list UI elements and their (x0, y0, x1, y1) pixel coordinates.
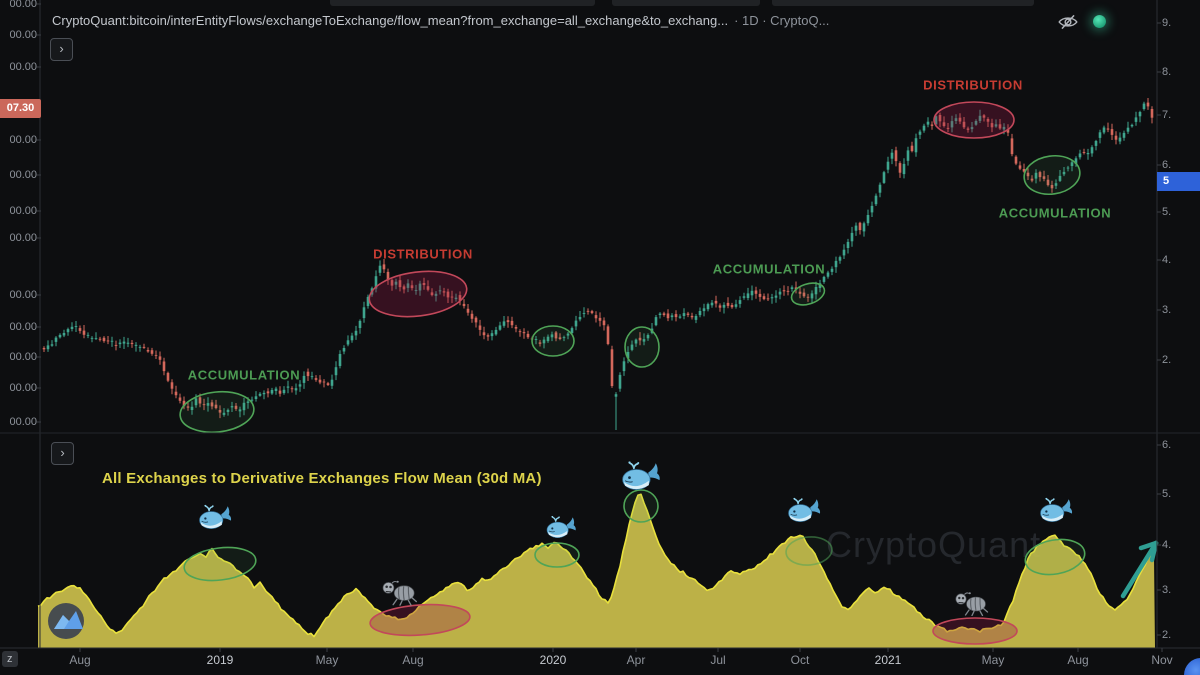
x-axis-label: Apr (626, 653, 646, 667)
y-axis-label-left: 00.00 (9, 169, 37, 181)
annotation-ellipse-green (183, 546, 257, 582)
sub-panel-title: All Exchanges to Derivative Exchanges Fl… (102, 470, 542, 487)
y-axis-label-right: 2. (1162, 354, 1172, 366)
flow-area-series (37, 493, 1155, 648)
x-axis-label: Aug (1067, 653, 1089, 667)
annotation-ellipse-green (1024, 538, 1086, 576)
top-edge-strip (772, 0, 1034, 6)
current-price-tag-left: 07.30 (0, 99, 41, 118)
annotation-ellipse-green (179, 390, 255, 434)
y-axis-label-left: 00.00 (9, 0, 37, 10)
x-axis-label: 2019 (206, 653, 234, 667)
whale-icon (546, 515, 577, 539)
y-axis-label-left: 00.00 (9, 321, 37, 333)
annotation-ellipse-green (623, 489, 659, 523)
annotation-ellipse-green (534, 542, 580, 568)
annotation-ellipse-green (1023, 154, 1081, 196)
candlestick-series (42, 98, 1154, 430)
cryptoquant-watermark: CryptoQuant (826, 524, 1042, 565)
annotation-ellipse-red (369, 603, 471, 637)
eye-hidden-icon[interactable] (1057, 11, 1079, 33)
top-edge-strip (330, 0, 595, 6)
annotation-ellipse-green (790, 282, 826, 306)
cryptoquant-logo-partial (1184, 658, 1200, 675)
y-axis-label-left: 00.00 (9, 232, 37, 244)
y-axis-label-left: 00.00 (9, 205, 37, 217)
whale-icon (1040, 497, 1073, 523)
annotation-ellipses (179, 101, 1086, 645)
series-meta: · 1D · CryptoQ... (734, 13, 830, 28)
distribution-label: DISTRIBUTION (373, 246, 473, 262)
y-axis-label-right: 4. (1162, 254, 1172, 266)
annotation-ellipse-red (368, 270, 468, 318)
timezone-badge[interactable]: z (2, 651, 18, 667)
series-title-text: CryptoQuant:bitcoin/interEntityFlows/exc… (52, 13, 729, 28)
y-axis-label-right: 7. (1162, 109, 1172, 121)
y-axis-label-left: 00.00 (9, 289, 37, 301)
annotation-ellipse-red (932, 617, 1018, 645)
y-axis-label-right: 5. (1162, 206, 1172, 218)
y-axis-label-left: 00.00 (9, 61, 37, 73)
accumulation-label: ACCUMULATION (998, 205, 1112, 221)
chart-logo-badge (48, 603, 84, 639)
annotation-ellipse-red (933, 101, 1015, 139)
y-axis-label-left: 00.00 (9, 134, 37, 146)
y-axis-label-right: 6. (1162, 439, 1172, 451)
trend-arrow (1120, 540, 1159, 599)
y-axis-label-right: 9. (1162, 17, 1172, 29)
x-axis-label: 2020 (539, 653, 567, 667)
annotation-ellipse-green (785, 536, 833, 566)
axis-ticks (37, 3, 1163, 652)
y-axis-label-right: 3. (1162, 304, 1172, 316)
x-axis-label: Aug (402, 653, 424, 667)
distribution-label: DISTRIBUTION (923, 77, 1023, 93)
y-axis-label-right: 5. (1162, 488, 1172, 500)
y-axis-label-left: 00.00 (9, 351, 37, 363)
x-axis-label: Oct (790, 653, 810, 667)
skeleton-icon (955, 591, 989, 616)
y-axis-label-right: 8. (1162, 66, 1172, 78)
whale-icon (622, 461, 661, 491)
y-axis-label-left: 00.00 (9, 416, 37, 428)
accumulation-label: ACCUMULATION (712, 261, 826, 277)
y-axis-label-left: 00.00 (9, 29, 37, 41)
annotation-ellipse-green (624, 326, 660, 368)
skeleton-icon (382, 580, 417, 606)
top-edge-strip (612, 0, 760, 6)
expand-main-panel-button[interactable]: › (50, 38, 73, 61)
whale-icon (199, 504, 232, 530)
current-price-tag-right: 5 (1157, 172, 1200, 191)
accumulation-label: ACCUMULATION (187, 367, 301, 383)
x-axis-label: 2021 (874, 653, 902, 667)
y-axis-label-right: 6. (1162, 159, 1172, 171)
x-axis-label: May (315, 653, 339, 667)
status-dot (1093, 15, 1106, 28)
y-axis-label-right: 4. (1162, 539, 1172, 551)
x-axis-label: Jul (710, 653, 726, 667)
x-axis-label: Nov (1151, 653, 1173, 667)
x-axis-label: Aug (69, 653, 91, 667)
series-title: CryptoQuant:bitcoin/interEntityFlows/exc… (52, 13, 829, 31)
y-axis-label-left: 00.00 (9, 382, 37, 394)
y-axis-label-right: 2. (1162, 629, 1172, 641)
annotation-ellipse-green (531, 325, 575, 357)
y-axis-label-right: 3. (1162, 584, 1172, 596)
whale-icon (788, 497, 821, 523)
x-axis-label: May (981, 653, 1005, 667)
expand-sub-panel-button[interactable]: › (51, 442, 74, 465)
